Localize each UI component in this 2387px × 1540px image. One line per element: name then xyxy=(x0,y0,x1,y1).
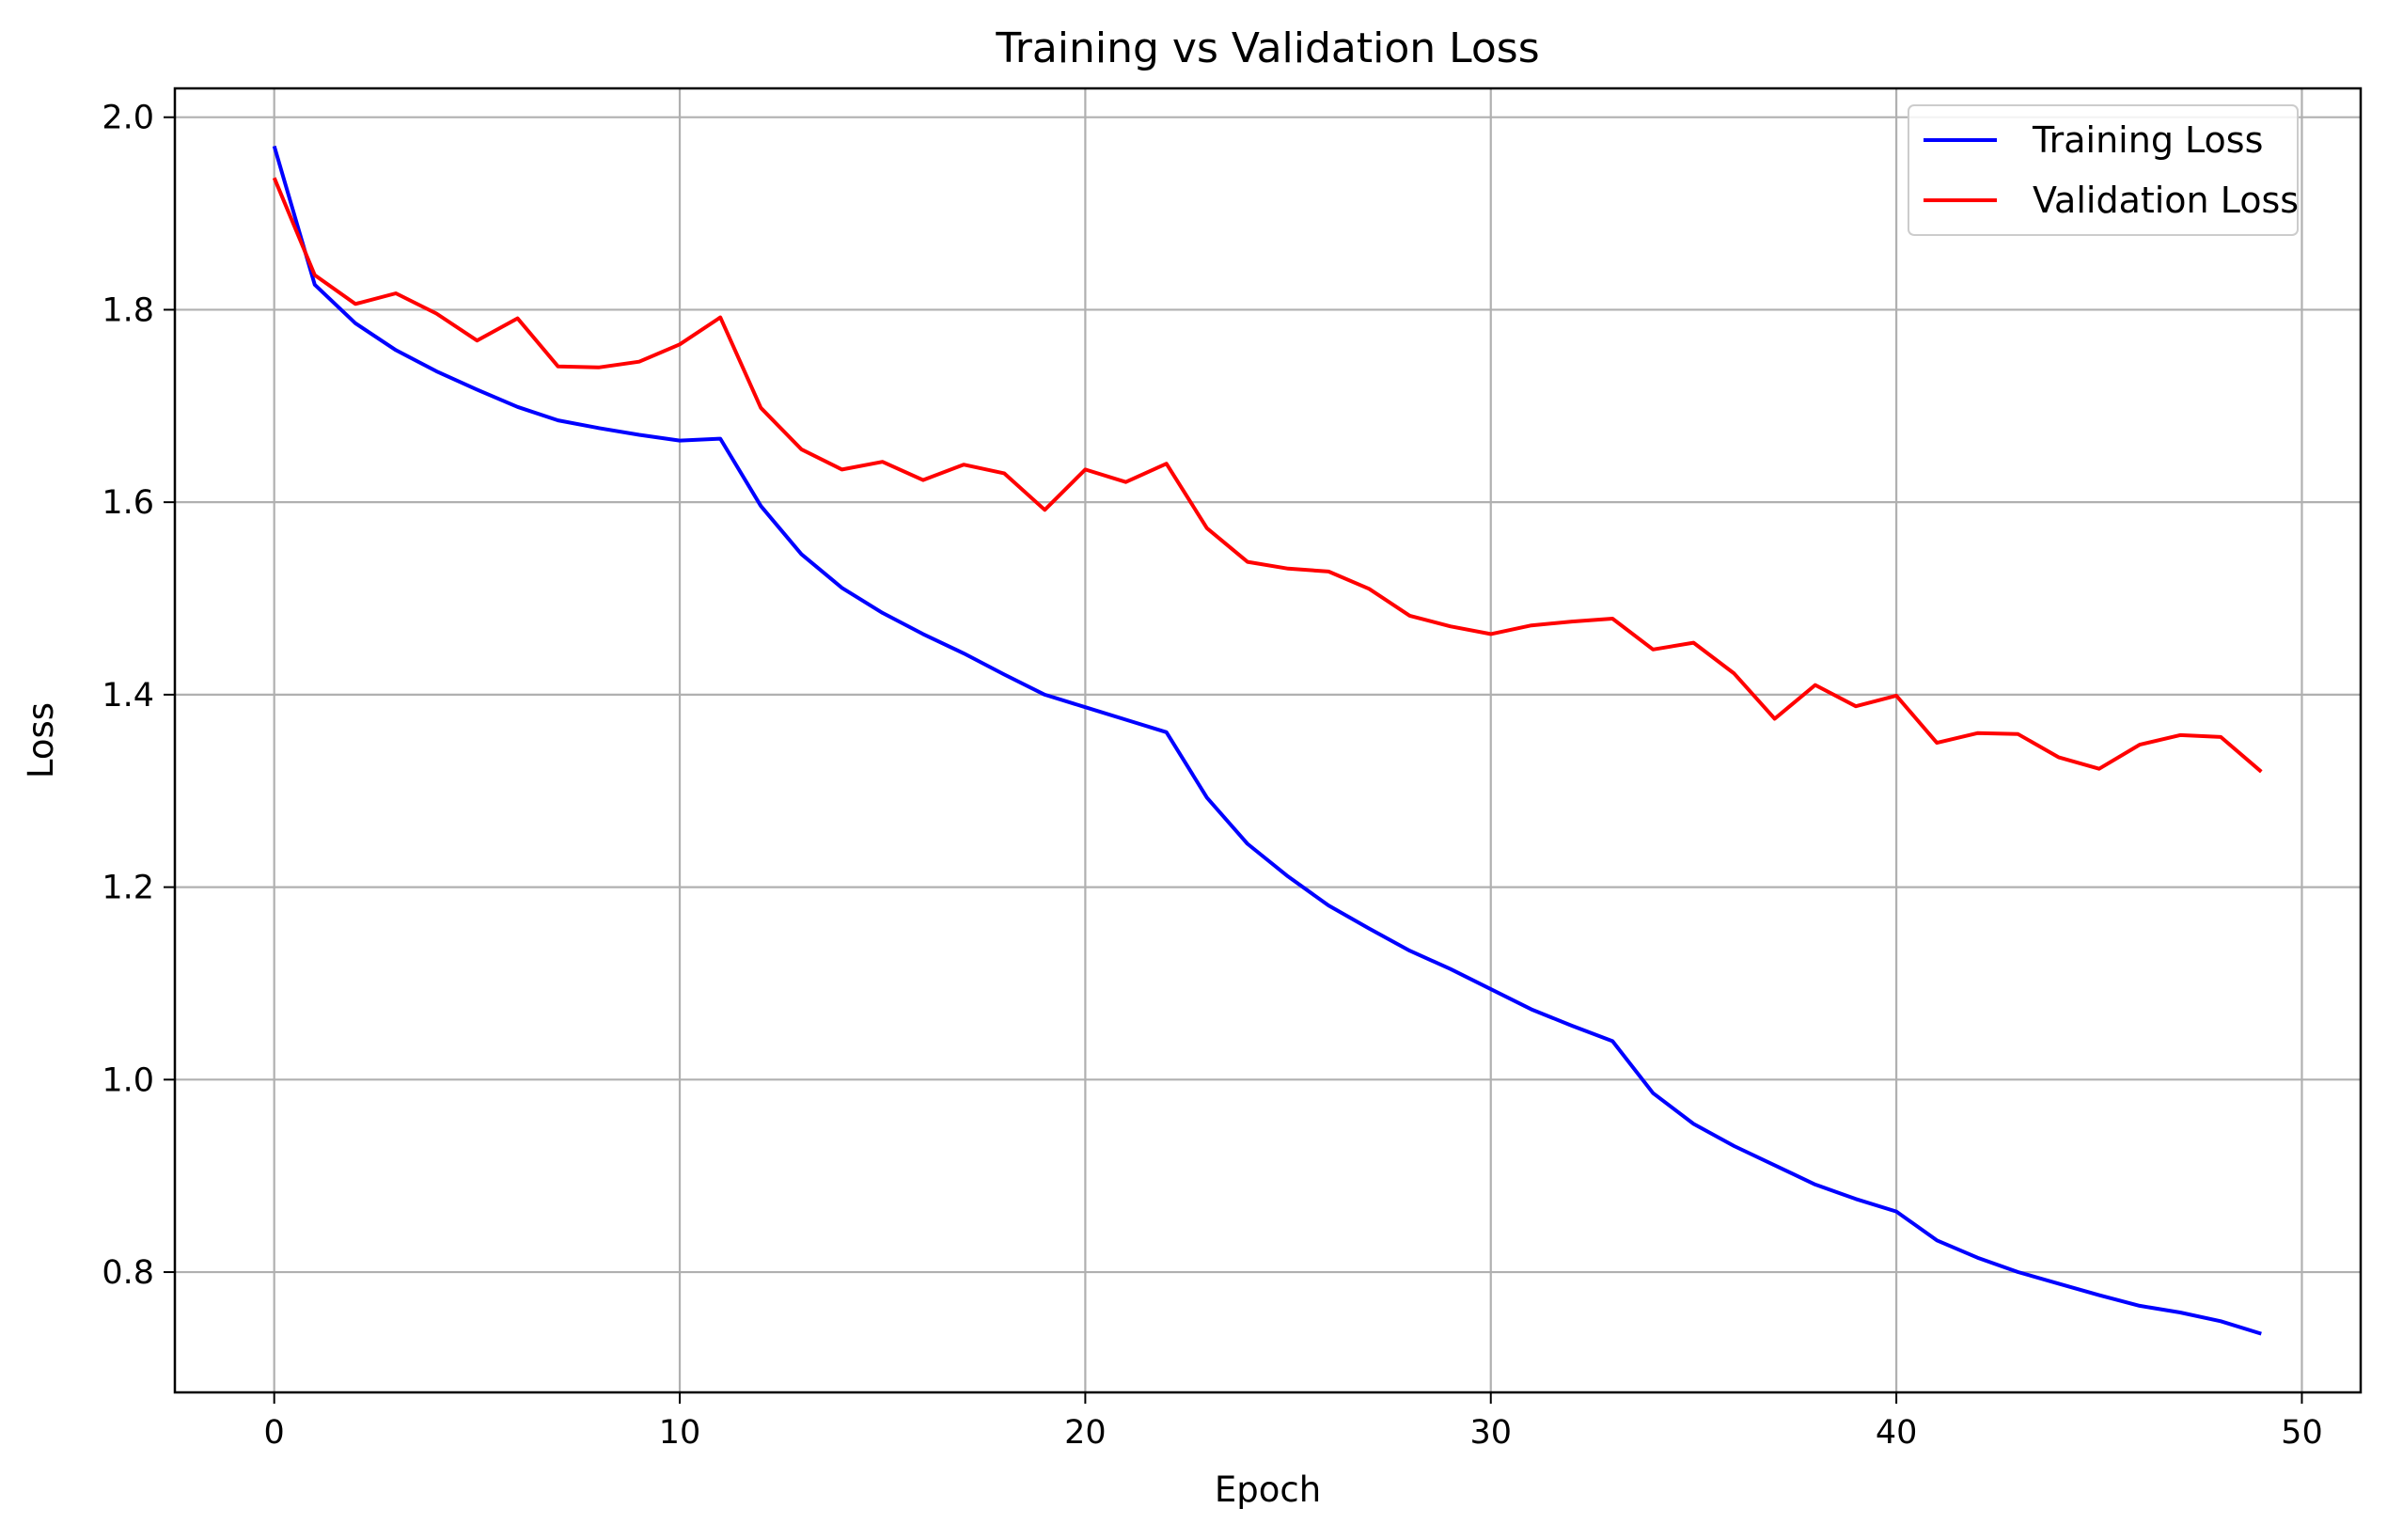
series-line-training-loss xyxy=(272,145,2262,1336)
x-axis-label: Epoch xyxy=(1215,1469,1321,1510)
x-tick-label: 0 xyxy=(264,1414,285,1452)
legend: Training Loss Validation Loss xyxy=(1908,104,2299,236)
series-group xyxy=(272,145,2263,1336)
x-tick-label: 40 xyxy=(1876,1414,1918,1452)
plot-frame xyxy=(173,86,2363,1394)
x-axis-ticks: 0 10 20 30 40 50 xyxy=(264,1392,2323,1452)
x-tick-label: 50 xyxy=(2281,1414,2323,1452)
legend-label-training-loss: Training Loss xyxy=(2032,119,2263,161)
x-tick-label: 10 xyxy=(659,1414,701,1452)
x-tick-label: 20 xyxy=(1064,1414,1107,1452)
y-tick-label: 1.4 xyxy=(102,677,154,715)
y-axis-label: Loss xyxy=(21,702,61,778)
legend-box xyxy=(1908,104,2299,236)
legend-label-validation-loss: Validation Loss xyxy=(2033,180,2299,221)
y-axis-ticks: 0.8 1.0 1.2 1.4 1.6 1.8 2.0 xyxy=(102,100,175,1292)
chart-title: Training vs Validation Loss xyxy=(995,24,1539,72)
x-tick-label: 30 xyxy=(1469,1414,1512,1452)
y-tick-label: 1.2 xyxy=(102,870,154,907)
y-tick-label: 2.0 xyxy=(102,100,154,137)
y-tick-label: 0.8 xyxy=(102,1254,154,1292)
grid-lines xyxy=(175,88,2361,1392)
y-tick-label: 1.0 xyxy=(102,1061,154,1099)
y-tick-label: 1.6 xyxy=(102,484,154,522)
series-line-validation-loss xyxy=(272,177,2263,774)
y-tick-label: 1.8 xyxy=(102,291,154,329)
